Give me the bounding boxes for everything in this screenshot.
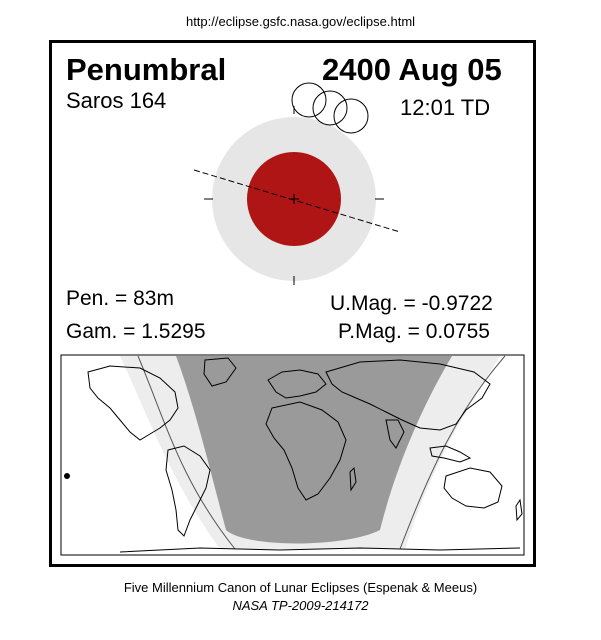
- moon-position-mid: [312, 90, 348, 126]
- indonesia-outline: [429, 445, 472, 463]
- eclipse-type-label: Penumbral: [66, 52, 227, 87]
- penumbra-contact-curve-west: [137, 355, 236, 550]
- penumbra-contact-curve-east: [399, 355, 506, 550]
- penumbral-magnitude-label: P.Mag. = 0.0755: [338, 320, 490, 343]
- footer-publication-id: NASA TP-2009-214172: [232, 598, 369, 613]
- australia-outline: [443, 467, 503, 509]
- new-zealand-outline: [515, 498, 523, 522]
- eclipse-figure-frame: [49, 40, 536, 567]
- sublunar-point-marker: [64, 473, 70, 479]
- madagascar-outline: [349, 466, 357, 492]
- umbral-magnitude-label: U.Mag. = -0.9722: [330, 292, 493, 315]
- footer-canon-credit: Five Millennium Canon of Lunar Eclipses …: [123, 580, 478, 595]
- asia-outline: [325, 359, 491, 431]
- europe-outline: [267, 369, 327, 399]
- eclipse-time-label: 12:01 TD: [400, 95, 491, 120]
- moon-position-last: [333, 98, 369, 134]
- africa-outline: [265, 401, 347, 501]
- world-map: [60, 354, 525, 556]
- india-outline: [385, 419, 405, 449]
- gamma-label: Gam. = 1.5295: [66, 320, 206, 343]
- moon-position-first: [291, 82, 327, 118]
- south-america-outline: [165, 445, 211, 537]
- north-america-outline: [87, 365, 179, 441]
- moon-positions: [291, 82, 369, 134]
- eclipse-visibility-zone: [176, 356, 452, 544]
- penumbral-duration-label: Pen. = 83m: [66, 287, 174, 310]
- eclipse-date-label: 2400 Aug 05: [322, 52, 502, 87]
- source-url: http://eclipse.gsfc.nasa.gov/eclipse.htm…: [185, 14, 416, 29]
- greenland-outline: [203, 357, 237, 387]
- saros-label: Saros 164: [66, 88, 167, 113]
- antarctica-outline: [119, 547, 521, 553]
